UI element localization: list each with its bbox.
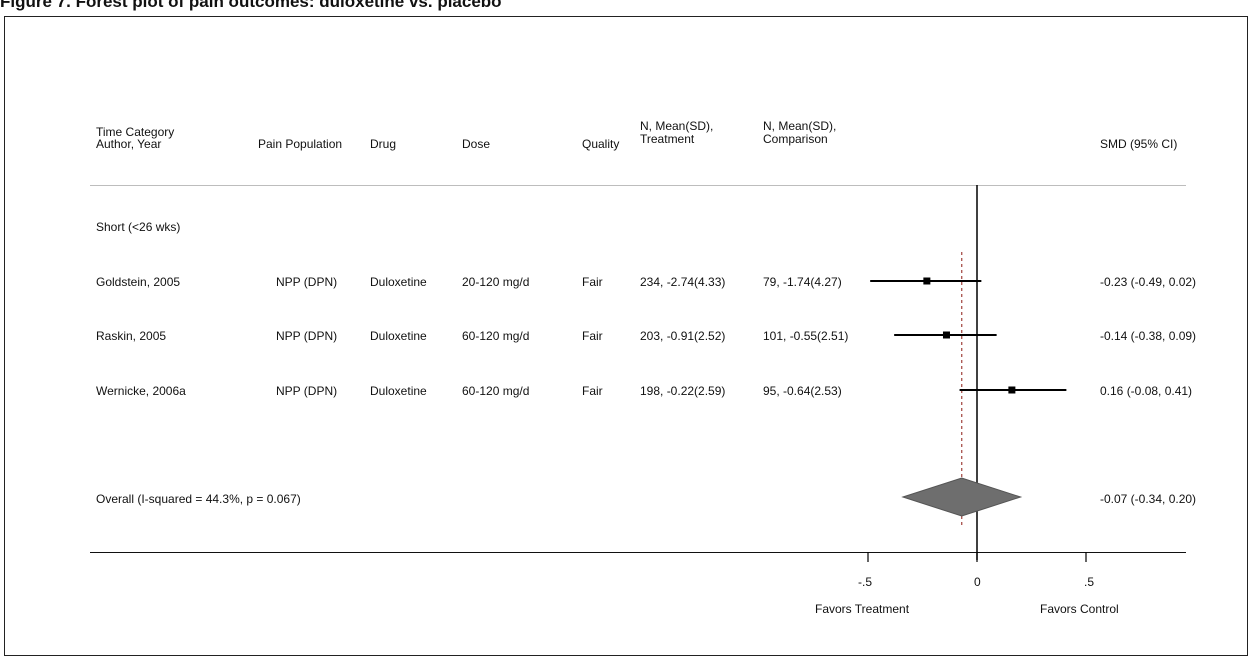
study-treatment: 198, -0.22(2.59) [640, 384, 726, 398]
study-population: NPP (DPN) [276, 275, 338, 289]
subgroup-label: Short (<26 wks) [96, 220, 181, 234]
header-dose: Dose [462, 137, 491, 151]
overall-label: Overall (I-squared = 44.3%, p = 0.067) [96, 492, 301, 506]
study-author: Wernicke, 2006a [96, 384, 186, 398]
study-author: Raskin, 2005 [96, 329, 167, 343]
header-pain-population: Pain Population [258, 137, 343, 151]
overall-diamond [901, 477, 1023, 517]
study-author: Goldstein, 2005 [96, 275, 181, 289]
point-estimate [923, 277, 931, 285]
header-divider [90, 185, 1186, 186]
forest-plot-svg [867, 185, 1087, 562]
header-smd: SMD (95% CI) [1100, 137, 1178, 151]
study-drug: Duloxetine [370, 275, 427, 289]
study-treatment: 234, -2.74(4.33) [640, 275, 726, 289]
header-quality: Quality [582, 137, 620, 151]
study-comparison: 95, -0.64(2.53) [763, 384, 842, 398]
header-treatment-line2: Treatment [640, 132, 695, 146]
study-smd: -0.23 (-0.49, 0.02) [1100, 275, 1197, 289]
header-comparison-line1: N, Mean(SD), [763, 119, 837, 133]
study-population: NPP (DPN) [276, 329, 338, 343]
overall-smd: -0.07 (-0.34, 0.20) [1100, 492, 1197, 506]
study-quality: Fair [582, 384, 603, 398]
study-smd: 0.16 (-0.08, 0.41) [1100, 384, 1193, 398]
study-dose: 60-120 mg/d [462, 384, 530, 398]
header-comparison-line2: Comparison [763, 132, 828, 146]
study-drug: Duloxetine [370, 329, 427, 343]
header-drug: Drug [370, 137, 397, 151]
study-comparison: 79, -1.74(4.27) [763, 275, 842, 289]
study-treatment: 203, -0.91(2.52) [640, 329, 726, 343]
point-estimate [1008, 386, 1016, 394]
point-estimate [942, 331, 950, 339]
axis-line [90, 552, 1186, 553]
study-quality: Fair [582, 275, 603, 289]
tick-label-zero: 0 [974, 575, 981, 589]
figure-caption: Figure 7. Forest plot of pain outcomes: … [0, 0, 502, 11]
header-treatment-line1: N, Mean(SD), [640, 119, 714, 133]
study-dose: 20-120 mg/d [462, 275, 530, 289]
header-time-category: Time Category [96, 125, 175, 139]
favors-control-label: Favors Control [1040, 602, 1119, 616]
study-dose: 60-120 mg/d [462, 329, 530, 343]
study-population: NPP (DPN) [276, 384, 338, 398]
header-author-year: Author, Year [96, 137, 162, 151]
study-smd: -0.14 (-0.38, 0.09) [1100, 329, 1197, 343]
study-drug: Duloxetine [370, 384, 427, 398]
tick-label-pos: .5 [1084, 575, 1095, 589]
favors-treatment-label: Favors Treatment [815, 602, 910, 616]
tick-label-neg: -.5 [858, 575, 873, 589]
study-comparison: 101, -0.55(2.51) [763, 329, 849, 343]
study-quality: Fair [582, 329, 603, 343]
